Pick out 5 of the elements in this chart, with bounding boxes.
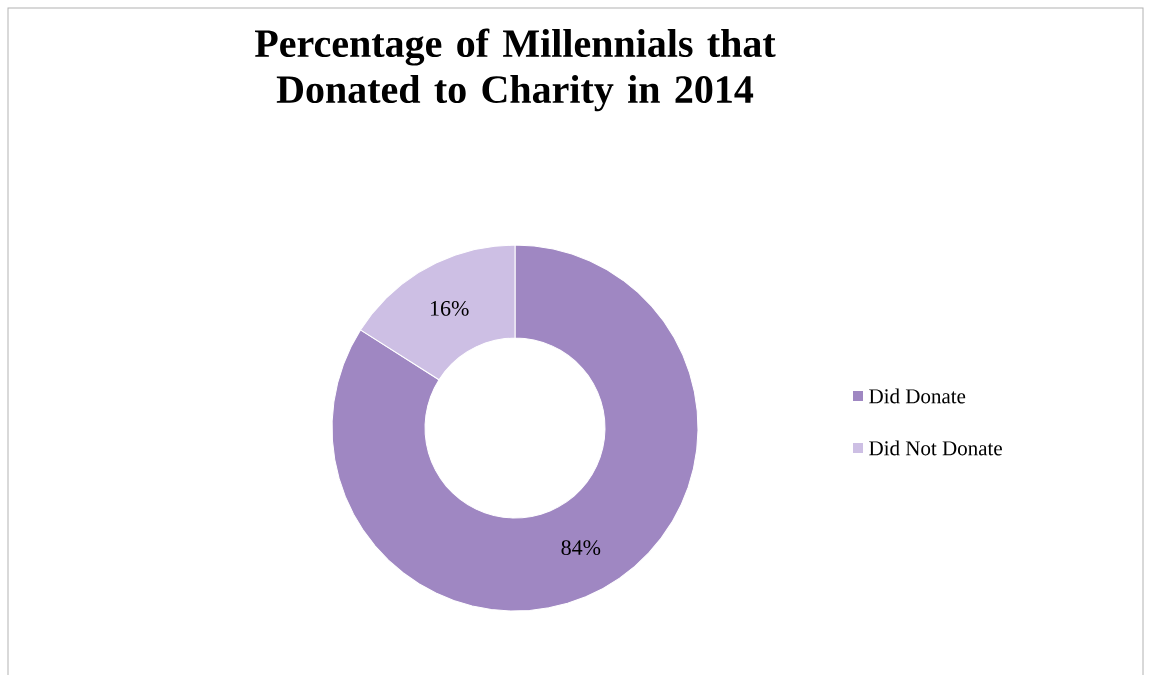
chart-title: Percentage of Millennials that Donated to Charity in 2014 bbox=[255, 28, 776, 112]
data-label: 16% bbox=[430, 300, 469, 316]
legend-label: Did Not Donate bbox=[869, 440, 1002, 456]
data-label: 84% bbox=[561, 540, 601, 556]
legend-label: Did Donate bbox=[869, 388, 966, 404]
